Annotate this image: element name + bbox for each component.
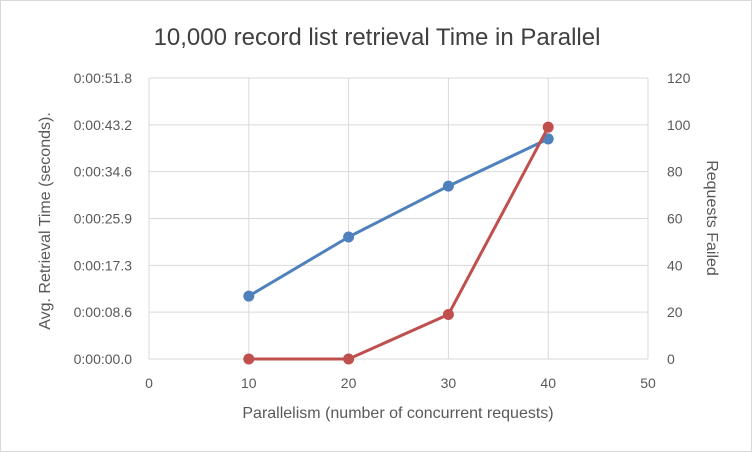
series-2-point [442, 309, 454, 321]
series-1-point [542, 133, 554, 145]
x-tick-label: 30 [441, 375, 457, 391]
y-tick-label: 0:00:25.9 [74, 211, 133, 227]
x-tick-label: 0 [145, 375, 153, 391]
series-line-1 [247, 137, 550, 298]
y2-tick-label: 80 [667, 164, 683, 180]
y2-tick-label: 20 [667, 304, 683, 320]
series-2-point [243, 353, 255, 365]
y-axis-title: Avg. Retrieval Time (seconds). [37, 112, 54, 330]
y-tick-label: 0:00:00.0 [74, 351, 133, 367]
series-layer [243, 121, 554, 365]
grid-lines [149, 77, 649, 359]
x-tick-label: 50 [640, 375, 656, 391]
x-tick-label: 40 [540, 375, 556, 391]
y-tick-label: 0:00:17.3 [74, 257, 133, 273]
tick-labels: 0:00:00.0 0 0:00:08.6 20 0:00:17.3 40 0:00:25.… [74, 70, 691, 391]
y2-tick-label: 100 [667, 117, 691, 133]
y-tick-label: 0:00:34.6 [74, 164, 133, 180]
series-1-point [243, 290, 255, 302]
series-1-point [442, 180, 454, 192]
y2-tick-label: 0 [667, 351, 675, 367]
series-line-2 [247, 125, 550, 361]
y2-tick-label: 40 [667, 257, 683, 273]
x-tick-label: 20 [341, 375, 357, 391]
series-1-point [343, 231, 355, 243]
y2-axis-title: Requests Failed [703, 160, 720, 276]
y2-tick-label: 120 [667, 70, 691, 86]
y-tick-label: 0:00:43.2 [74, 117, 133, 133]
y-tick-label: 0:00:51.8 [74, 70, 133, 86]
series-2-point [542, 121, 554, 133]
y-tick-label: 0:00:08.6 [74, 304, 133, 320]
chart-title: 10,000 record list retrieval Time in Par… [154, 24, 601, 51]
x-axis-title: Parallelism (number of concurrent reques… [242, 405, 553, 422]
series-2-point [343, 353, 355, 365]
y2-tick-label: 60 [667, 211, 683, 227]
x-tick-label: 10 [241, 375, 257, 391]
axes [148, 78, 648, 360]
